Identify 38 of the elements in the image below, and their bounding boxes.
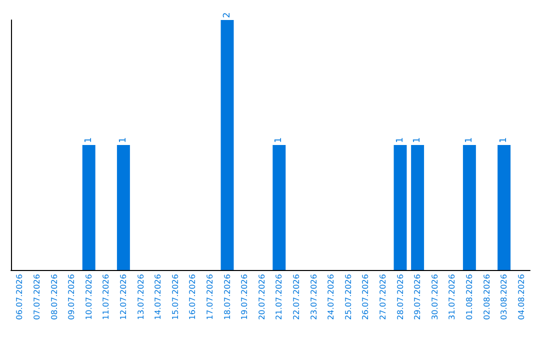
x-tick-label: 03.08.2026 (500, 274, 509, 320)
data-label: 1 (395, 137, 406, 143)
x-tick-label: 02.08.2026 (482, 274, 492, 320)
x-tick-label: 16.07.2026 (188, 274, 198, 320)
x-tick-label: 13.07.2026 (136, 274, 146, 320)
x-tick-label: 12.07.2026 (118, 274, 128, 320)
x-tick-label: 29.07.2026 (413, 274, 422, 320)
x-tick-label: 18.07.2026 (222, 274, 232, 320)
data-label: 1 (412, 137, 423, 143)
x-tick-label: 06.07.2026 (15, 274, 24, 320)
x-tick-label: 23.07.2026 (309, 274, 318, 320)
x-tick-label: 10.07.2026 (84, 274, 94, 320)
data-label: 1 (274, 137, 284, 143)
x-tick-label: 26.07.2026 (361, 274, 370, 320)
x-tick-label: 19.07.2026 (240, 274, 250, 320)
x-tick-label: 01.08.2026 (464, 274, 474, 320)
x-tick-label: 07.07.2026 (32, 274, 42, 320)
data-label: 1 (499, 137, 510, 143)
data-label: 1 (464, 137, 474, 143)
x-tick-label: 08.07.2026 (50, 274, 59, 320)
x-tick-label: 20.07.2026 (257, 274, 266, 320)
x-tick-label: 09.07.2026 (67, 274, 76, 320)
x-tick-label: 28.07.2026 (396, 274, 405, 320)
data-label: 1 (84, 137, 94, 143)
x-tick-label: 30.07.2026 (430, 274, 440, 320)
x-tick-label: 15.07.2026 (170, 274, 180, 320)
x-tick-label: 04.08.2026 (516, 274, 526, 320)
data-label: 2 (222, 12, 232, 18)
x-tick-label: 21.07.2026 (274, 274, 284, 320)
x-tick-label: 25.07.2026 (344, 274, 353, 320)
x-tick-label: 31.07.2026 (448, 274, 457, 320)
x-tick-label: 11.07.2026 (102, 274, 111, 320)
x-tick-label: 24.07.2026 (326, 274, 336, 320)
x-tick-label: 14.07.2026 (154, 274, 163, 320)
x-tick-label: 17.07.2026 (205, 274, 214, 320)
x-tick-label: 22.07.2026 (292, 274, 301, 320)
x-tick-label: 27.07.2026 (378, 274, 388, 320)
data-label: 1 (118, 137, 128, 143)
